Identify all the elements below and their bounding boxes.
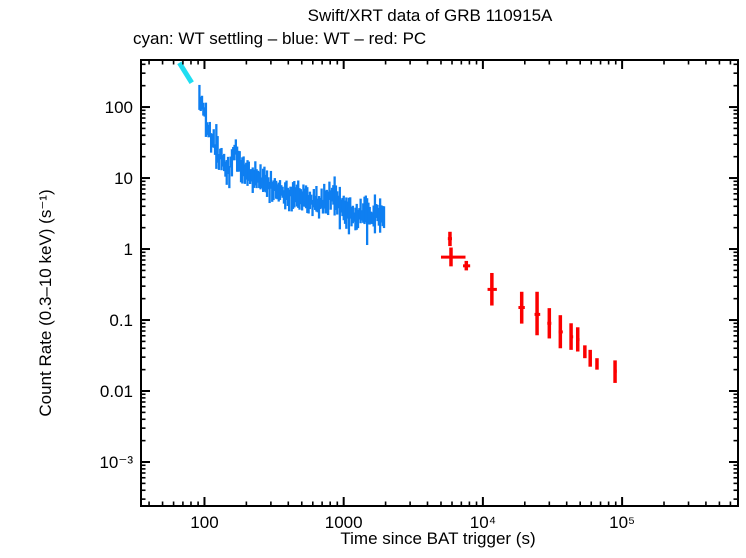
x-axis-label: Time since BAT trigger (s)	[340, 529, 536, 548]
svg-text:100: 100	[190, 513, 218, 532]
svg-text:1000: 1000	[325, 513, 363, 532]
svg-text:0.01: 0.01	[100, 382, 133, 401]
chart-legend-subtitle: cyan: WT settling – blue: WT – red: PC	[133, 29, 427, 48]
svg-text:1: 1	[124, 240, 133, 259]
svg-text:100: 100	[105, 98, 133, 117]
svg-text:10⁴: 10⁴	[470, 513, 496, 532]
svg-text:10⁻³: 10⁻³	[99, 453, 133, 472]
y-axis-label: Count Rate (0.3–10 keV) (s⁻¹)	[36, 189, 55, 417]
chart-title: Swift/XRT data of GRB 110915A	[307, 6, 553, 25]
svg-text:10⁵: 10⁵	[609, 513, 635, 532]
svg-text:0.1: 0.1	[109, 311, 133, 330]
svg-text:10: 10	[114, 169, 133, 188]
